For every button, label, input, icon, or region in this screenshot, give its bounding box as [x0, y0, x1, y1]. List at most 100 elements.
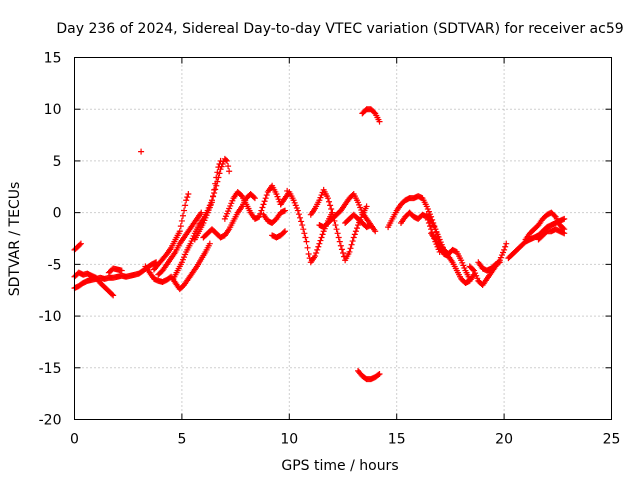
- data-point: [363, 203, 370, 210]
- series-seg-early-d: [105, 265, 125, 276]
- y-tick-label: -20: [39, 413, 62, 429]
- data-point: [250, 194, 257, 201]
- data-point: [349, 238, 356, 245]
- data-point: [210, 193, 217, 200]
- data-point: [337, 242, 344, 249]
- data-point: [317, 237, 324, 244]
- x-tick-label: 5: [177, 432, 186, 448]
- data-point: [305, 251, 312, 258]
- series-seg-late-d: [428, 230, 478, 286]
- data-point: [212, 180, 219, 187]
- series-outlier-bottom: [355, 367, 383, 383]
- data-point: [315, 243, 322, 250]
- y-tick-labels: -20 -15 -10 -5 0 5 10 15: [39, 51, 62, 429]
- y-axis-label: SDTVAR / TECUs: [7, 182, 23, 297]
- data-point: [251, 195, 258, 202]
- data-point: [77, 240, 84, 247]
- chart-title: Day 236 of 2024, Sidereal Day-to-day VTE…: [56, 21, 623, 37]
- data-point: [350, 234, 357, 241]
- data-point: [176, 228, 183, 235]
- data-point: [347, 245, 354, 252]
- series-seg-ramp-a: [142, 240, 213, 293]
- data-point: [214, 169, 221, 176]
- series-seg-late-f: [475, 259, 503, 274]
- data-point: [284, 187, 291, 194]
- data-point: [258, 207, 265, 214]
- y-tick-label: -15: [39, 361, 62, 377]
- data-point: [304, 244, 311, 251]
- data-point: [340, 249, 346, 256]
- data-point: [335, 234, 342, 241]
- data-point: [177, 223, 184, 230]
- data-point: [336, 238, 343, 245]
- data-point: [222, 156, 229, 163]
- plot-frame: [74, 57, 612, 420]
- data-point: [314, 246, 321, 253]
- data-point: [211, 186, 218, 193]
- data-point: [501, 246, 508, 253]
- series-seg-mid-g: [342, 211, 374, 231]
- x-tick-label: 25: [603, 432, 621, 448]
- data-point: [280, 229, 287, 236]
- series-outlier-3: [138, 148, 145, 155]
- data-point: [352, 228, 359, 235]
- data-point: [375, 371, 382, 378]
- data-point: [376, 370, 383, 377]
- data-point: [300, 226, 307, 233]
- data-point: [297, 214, 304, 221]
- data-point: [138, 148, 145, 155]
- data-point: [198, 209, 205, 216]
- series-seg-ramp-e: [191, 157, 224, 243]
- data-point: [206, 240, 213, 247]
- data-point: [346, 248, 353, 255]
- series-outlier-10: [284, 187, 291, 194]
- data-point: [224, 157, 231, 164]
- data-point: [319, 231, 326, 238]
- data-points: [71, 106, 568, 383]
- data-point: [226, 168, 233, 175]
- y-tick-label: 5: [53, 154, 62, 170]
- series-seg-late-i: [535, 226, 568, 243]
- data-point: [502, 243, 509, 250]
- data-point: [295, 211, 302, 218]
- series-seg-ramp-b: [150, 191, 192, 273]
- data-point: [181, 207, 188, 214]
- data-point: [225, 163, 232, 170]
- y-tick-label: 15: [44, 51, 62, 67]
- series-seg-mid-b: [260, 207, 289, 226]
- series-seg-late-c: [423, 211, 473, 282]
- x-axis-label: GPS time / hours: [281, 458, 398, 474]
- y-tick-label: -5: [48, 257, 62, 273]
- data-point: [185, 191, 192, 198]
- data-point: [261, 198, 268, 205]
- series-seg-late-h: [522, 209, 568, 243]
- data-point: [372, 228, 379, 235]
- data-point: [179, 212, 186, 219]
- y-tick-label: 0: [53, 206, 62, 222]
- data-point: [118, 267, 125, 274]
- data-point: [318, 234, 325, 241]
- data-point: [551, 212, 558, 219]
- series-seg-ramp-c: [155, 209, 205, 278]
- data-point: [215, 164, 222, 171]
- series-seg-early-a: [71, 240, 84, 253]
- data-point: [263, 192, 270, 199]
- x-tick-label: 10: [280, 432, 298, 448]
- data-point: [503, 240, 510, 247]
- data-point: [260, 201, 267, 208]
- data-point: [213, 174, 220, 181]
- data-point: [294, 207, 301, 214]
- data-point: [371, 109, 378, 116]
- data-point: [348, 241, 355, 248]
- data-point: [324, 195, 331, 202]
- data-point: [312, 253, 319, 260]
- data-point: [469, 266, 476, 273]
- data-point: [328, 206, 335, 213]
- series-seg-mid-a: [221, 182, 284, 222]
- data-point: [561, 230, 568, 237]
- data-point: [367, 222, 374, 229]
- data-point: [184, 194, 191, 201]
- data-point: [237, 192, 244, 199]
- data-point: [351, 231, 358, 238]
